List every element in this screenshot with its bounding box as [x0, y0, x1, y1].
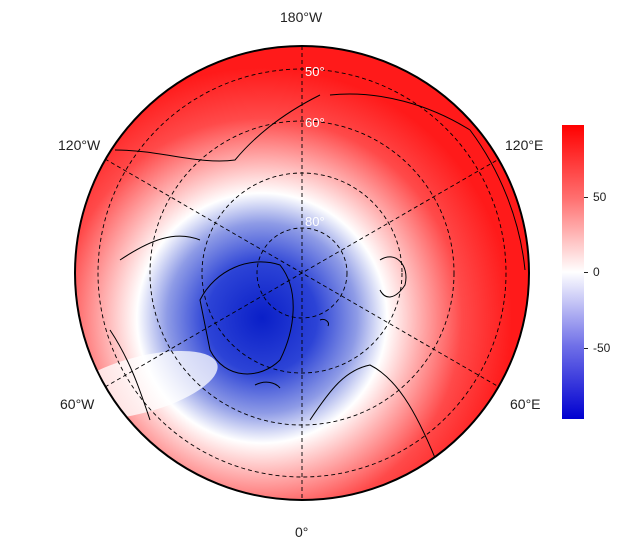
lon-label-lower-left: 60°W	[60, 396, 95, 412]
lon-label-upper-right: 120°E	[505, 137, 544, 153]
colorbar-tick-minus-50: -50	[593, 341, 611, 355]
lon-label-lower-right: 60°E	[510, 396, 541, 412]
lat-label-80: 80°	[305, 214, 325, 229]
anomaly-field	[75, 46, 529, 500]
coastlines	[109, 93, 526, 471]
colorbar	[562, 125, 584, 419]
colorbar-tick-50: 50	[593, 190, 607, 204]
map-boundary	[74, 45, 530, 501]
graticule	[97, 46, 507, 500]
lon-label-top: 180°W	[280, 9, 323, 25]
colorbar-tick-0: 0	[593, 265, 600, 279]
lat-label-60: 60°	[305, 115, 325, 130]
lon-label-upper-left: 120°W	[58, 137, 101, 153]
lat-label-50: 50°	[305, 64, 325, 79]
lon-label-bottom: 0°	[295, 524, 309, 540]
